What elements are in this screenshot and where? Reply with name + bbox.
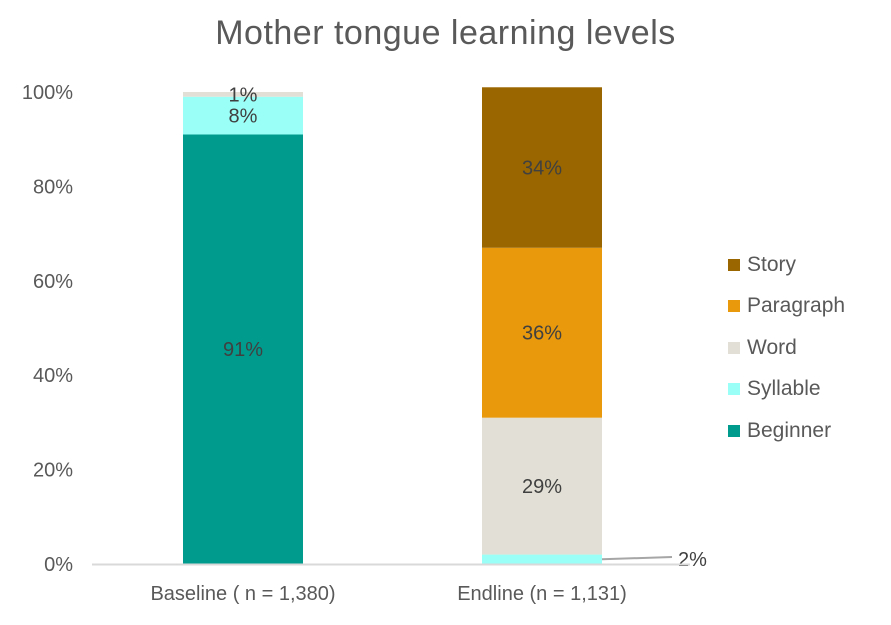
y-tick-label: 20%: [33, 460, 73, 482]
legend-label: Word: [747, 335, 797, 359]
data-label: 8%: [229, 106, 258, 128]
bar-segment-syllable: [183, 96, 303, 135]
data-label: 91%: [223, 339, 263, 361]
legend-swatch: [728, 341, 740, 354]
data-label: 34%: [522, 158, 562, 180]
legend-label: Beginner: [747, 418, 832, 442]
chart-title: Mother tongue learning levels: [215, 14, 676, 52]
x-category-label: Endline (n = 1,131): [457, 583, 627, 605]
bar-segment-word: [482, 417, 602, 555]
legend-item-syllable: Syllable: [728, 369, 845, 411]
y-tick-label: 40%: [33, 365, 73, 387]
legend-swatch: [728, 300, 740, 313]
bar-segment-paragraph: [482, 247, 602, 418]
legend-item-story: Story: [728, 244, 845, 286]
legend-item-word: Word: [728, 327, 845, 369]
legend-swatch: [728, 258, 740, 271]
y-tick-label: 60%: [33, 271, 73, 293]
data-label: 1%: [229, 84, 258, 106]
y-tick-label: 0%: [44, 554, 73, 576]
legend-label: Syllable: [747, 377, 821, 401]
data-label: 36%: [522, 323, 562, 345]
bar-segment-story: [482, 87, 602, 248]
data-label: 29%: [522, 476, 562, 498]
bar-segment-syllable: [482, 554, 602, 564]
legend-swatch: [728, 383, 740, 396]
legend-label: Story: [747, 252, 797, 276]
chart-legend: Story Paragraph Word Syllable Beginner: [728, 244, 845, 452]
y-tick-label: 80%: [33, 176, 73, 198]
data-label: 2%: [678, 549, 707, 571]
x-category-label: Baseline ( n = 1,380): [150, 583, 335, 605]
bar-segment-beginner: [183, 134, 303, 565]
bar-segment-word: [183, 92, 303, 97]
y-tick-label: 100%: [22, 82, 73, 104]
legend-swatch: [728, 424, 740, 437]
legend-item-paragraph: Paragraph: [728, 286, 845, 328]
leader-line: [601, 556, 673, 561]
legend-item-beginner: Beginner: [728, 410, 845, 452]
legend-label: Paragraph: [747, 294, 846, 318]
